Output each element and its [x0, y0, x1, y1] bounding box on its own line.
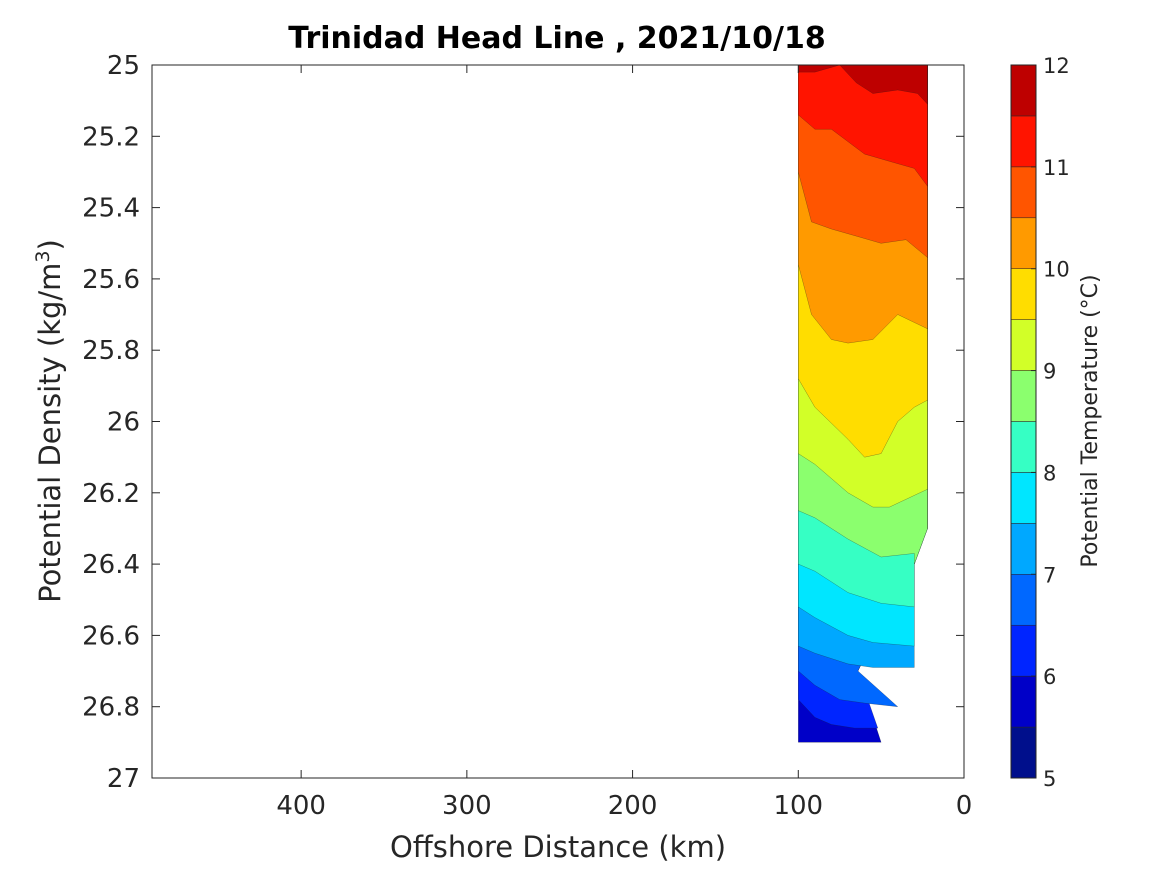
x-tick-label: 100 — [773, 791, 823, 821]
y-axis-title-close: ) — [33, 239, 67, 250]
colorbar-tick-label: 8 — [1043, 461, 1056, 485]
colorbar-tick-label: 6 — [1043, 665, 1056, 689]
colorbar-band — [1010, 421, 1037, 473]
colorbar-band — [1010, 64, 1037, 117]
chart-title: Trinidad Head Line , 2021/10/18 — [288, 21, 825, 56]
y-axis-title-superscript: 3 — [32, 250, 54, 262]
x-axis-title: Offshore Distance (km) — [390, 830, 726, 864]
y-tick-label: 27 — [107, 764, 140, 794]
contour-layer — [798, 64, 928, 743]
x-tick-label: 300 — [442, 791, 492, 821]
colorbar-tick-label: 12 — [1043, 54, 1070, 78]
colorbar-tick-label: 5 — [1043, 767, 1056, 791]
y-axis-title: Potential Density (kg/m3) — [32, 239, 67, 603]
colorbar-band — [1010, 726, 1037, 779]
y-tick-label: 25.4 — [82, 194, 140, 224]
colorbar-band — [1010, 319, 1037, 371]
y-tick-label: 25.8 — [82, 336, 140, 366]
y-axis: 25 25.2 25.4 25.6 25.8 26 26.2 26.4 26.6 26.8 27 — [82, 51, 964, 794]
y-tick-label: 26.4 — [82, 550, 140, 580]
colorbar-bands — [1010, 64, 1037, 779]
colorbar-tick-label: 9 — [1043, 360, 1056, 384]
colorbar-band — [1010, 472, 1037, 524]
colorbar-frame — [1010, 64, 1037, 779]
colorbar-band — [1010, 370, 1037, 422]
colorbar-tick-label: 11 — [1043, 156, 1070, 180]
x-tick-label: 200 — [608, 791, 658, 821]
y-tick-label: 26.6 — [82, 621, 140, 651]
x-tick-label: 400 — [276, 791, 326, 821]
colorbar-tick-label: 7 — [1043, 563, 1056, 587]
colorbar-band — [1010, 675, 1037, 728]
colorbar-band — [1010, 624, 1037, 677]
colorbar: 5 6 7 8 9 10 11 12 — [1010, 54, 1070, 791]
x-axis: 400 300 200 100 0 — [276, 65, 972, 821]
colorbar-title: Potential Temperature (°C) — [1078, 274, 1103, 567]
colorbar-band — [1010, 166, 1037, 219]
colorbar-band — [1010, 574, 1037, 626]
colorbar-band — [1010, 523, 1037, 575]
plot-area: 400 300 200 100 0 25 25.2 25.4 25.6 25.8 26 26.2 26… — [82, 51, 972, 821]
colorbar-tick-label: 10 — [1043, 258, 1070, 282]
y-tick-label: 25 — [107, 51, 140, 81]
y-tick-label: 26.8 — [82, 693, 140, 723]
y-tick-label: 25.2 — [82, 122, 140, 152]
y-tick-label: 25.6 — [82, 265, 140, 295]
x-tick-label: 0 — [956, 791, 973, 821]
y-tick-label: 26.2 — [82, 479, 140, 509]
y-tick-label: 26 — [107, 408, 140, 438]
colorbar-band — [1010, 115, 1037, 168]
y-axis-title-main: Potential Density (kg/m — [33, 263, 67, 603]
colorbar-ticks: 5 6 7 8 9 10 11 12 — [1031, 54, 1070, 791]
colorbar-band — [1010, 217, 1037, 269]
colorbar-band — [1010, 268, 1037, 320]
